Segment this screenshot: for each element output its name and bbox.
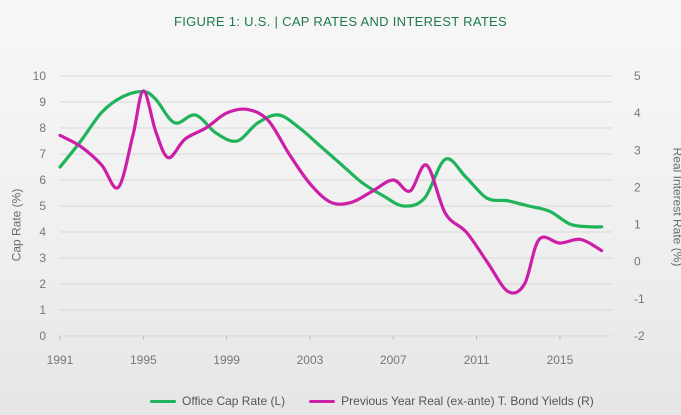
axes-group: 0 1 2 3 4 5 6 7 8 9 10 -2 -1 0 1 2 3 4 5 1991 1995 1999 2003 20… <box>33 69 645 367</box>
y-left-tick-label: 1 <box>39 303 46 317</box>
y-left-tick-label: 8 <box>39 121 46 135</box>
y-right-tick-label: 4 <box>634 106 641 120</box>
legend-item-office-cap: Office Cap Rate (L) <box>150 394 285 408</box>
chart-title: FIGURE 1: U.S. | CAP RATES AND INTEREST … <box>173 14 508 29</box>
legend-label-bond-yields: Previous Year Real (ex-ante) T. Bond Yie… <box>341 394 594 408</box>
y-right-tick-label: -2 <box>634 329 645 343</box>
series-group <box>58 89 604 295</box>
x-tick-label: 2015 <box>547 353 574 367</box>
y-left-tick-label: 10 <box>33 69 47 83</box>
y-right-tick-label: 2 <box>634 180 641 194</box>
legend-item-bond-yields: Previous Year Real (ex-ante) T. Bond Yie… <box>309 394 594 408</box>
y-right-tick-label: 3 <box>634 143 641 157</box>
y-axis-right-label: Real Interest Rate (%) <box>670 147 681 267</box>
legend-swatch-bond-yields <box>309 399 336 403</box>
y-left-tick-label: 9 <box>39 95 46 109</box>
x-tick-label: 2007 <box>380 353 407 367</box>
y-left-tick-label: 0 <box>39 329 46 343</box>
legend-swatch-office-cap <box>150 399 176 403</box>
series-line-1 <box>58 89 604 295</box>
y-right-tick-label: 0 <box>634 255 641 269</box>
y-axis-left-label: Cap Rate (%) <box>9 188 24 262</box>
x-tick-label: 1991 <box>47 353 74 367</box>
y-right-tick-label: 1 <box>634 218 641 232</box>
y-left-tick-label: 5 <box>39 199 46 213</box>
series-line-0 <box>58 89 604 229</box>
legend-label-office-cap: Office Cap Rate (L) <box>182 394 286 408</box>
x-tick-label: 2003 <box>297 353 324 367</box>
x-tick-label: 2011 <box>464 353 490 367</box>
x-tick-label: 1999 <box>213 353 240 367</box>
y-left-tick-label: 4 <box>39 225 46 239</box>
y-left-tick-label: 2 <box>39 277 46 291</box>
grid-group <box>60 75 612 337</box>
y-right-tick-label: 5 <box>634 69 641 83</box>
y-left-tick-label: 6 <box>39 173 46 187</box>
legend: Office Cap Rate (L) Previous Year Real (… <box>150 394 594 408</box>
y-left-tick-label: 7 <box>39 147 46 161</box>
y-left-tick-label: 3 <box>39 251 46 265</box>
y-right-tick-label: -1 <box>634 292 645 306</box>
x-tick-label: 1995 <box>130 353 157 367</box>
